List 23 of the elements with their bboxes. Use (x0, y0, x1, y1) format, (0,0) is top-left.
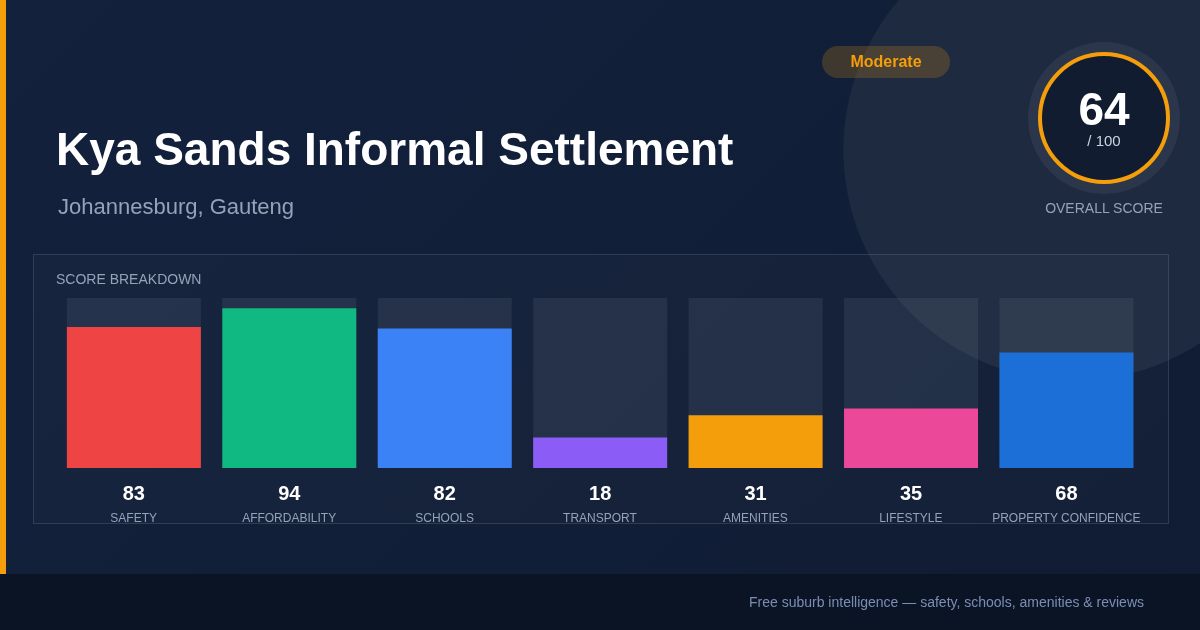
data-label: 94 (278, 482, 302, 504)
x-tick-label: PROPERTY CONFIDENCE (992, 511, 1141, 525)
data-label: 18 (589, 482, 612, 504)
data-label: 82 (433, 482, 456, 504)
text: 64 (1077, 82, 1131, 135)
data-label: 83 (122, 482, 146, 504)
x-tick-label: AMENITIES (723, 511, 788, 525)
data-label: 31 (744, 482, 767, 504)
text: / 100 (1086, 132, 1122, 149)
bar (533, 437, 668, 468)
x-tick-label: AFFORDABILITY (242, 511, 337, 525)
text: SCORE BREAKDOWN (56, 271, 202, 287)
text: Moderate (822, 46, 950, 78)
x-tick-label: SAFETY (110, 511, 158, 525)
chart-title: Kya Sands Informal Settlement (56, 122, 734, 176)
x-tick-label: LIFESTYLE (879, 511, 943, 525)
x-tick-label: TRANSPORT (563, 511, 638, 525)
text: Free suburb intelligence — safety, schools, amenities & reviews (748, 594, 1144, 610)
data-label: 35 (899, 482, 923, 504)
x-tick-label: SCHOOLS (415, 511, 474, 525)
data-label: 68 (1055, 482, 1078, 504)
chart-subtitle: Johannesburg, Gauteng (58, 194, 295, 220)
text: OVERALL SCORE (1044, 200, 1164, 216)
